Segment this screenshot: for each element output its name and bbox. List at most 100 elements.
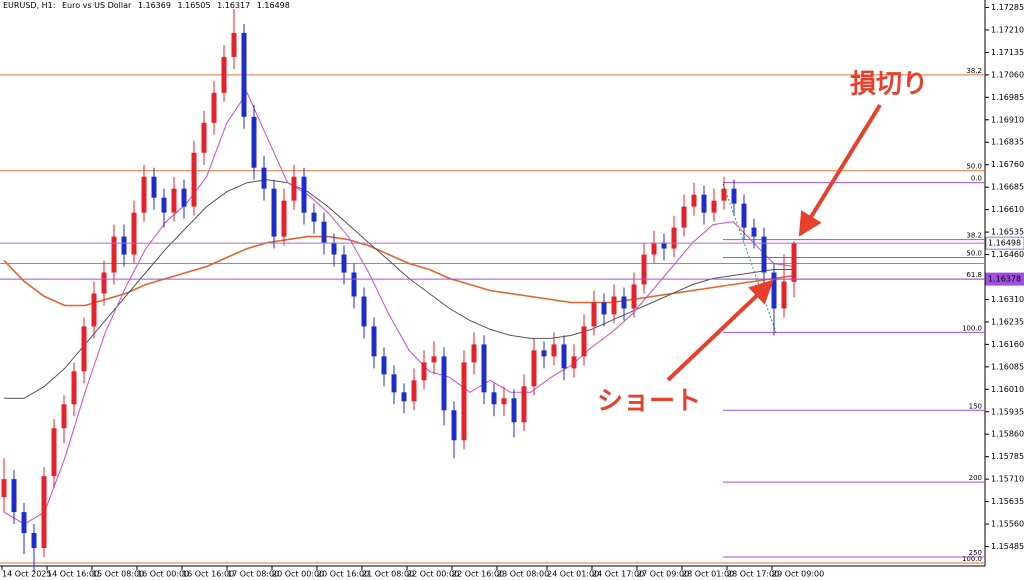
fib-connector <box>722 183 778 336</box>
ohlc-high: 1.16505 <box>177 1 211 10</box>
y-tick-label: 1.15935 <box>991 407 1024 416</box>
arrow <box>666 279 774 382</box>
candle-body <box>521 386 527 423</box>
candle-body <box>611 296 617 315</box>
candle-body <box>471 344 477 363</box>
fib-label: 38.2 <box>966 232 982 240</box>
candle-body <box>531 350 537 387</box>
header: EURUSD, H1: Euro vs US Dollar 1.16369 1.… <box>3 1 294 10</box>
annotation: ショート <box>597 387 701 417</box>
candle-body <box>61 404 67 429</box>
candle-body <box>221 56 227 93</box>
candle-body <box>331 242 337 255</box>
candle-body <box>101 272 107 294</box>
candle-body <box>511 398 517 423</box>
ohlc-low: 1.16317 <box>217 1 251 10</box>
y-tick-label: 1.16535 <box>991 228 1024 237</box>
fib-label: 200 <box>969 474 982 482</box>
candle-body <box>451 410 457 441</box>
candle-body <box>21 512 27 534</box>
indicator-line <box>3 235 795 307</box>
candle-body <box>241 32 247 117</box>
candle-body <box>691 194 697 207</box>
x-tick-label: 23 Oct 08:00 <box>497 570 549 579</box>
candle-body <box>421 362 427 381</box>
candle-body <box>71 371 77 405</box>
candle-body <box>411 380 417 402</box>
candle-body <box>41 476 47 549</box>
y-tick-label: 1.17210 <box>991 25 1024 34</box>
y-tick-label: 1.16985 <box>991 93 1024 102</box>
candle-body <box>401 392 407 402</box>
fib-label: 50.0 <box>966 163 982 171</box>
indicator-line <box>4 179 794 399</box>
candle-body <box>651 242 657 255</box>
y-tick-label: 1.16910 <box>991 115 1024 124</box>
y-tick-label: 1.16235 <box>991 317 1024 326</box>
candle-body <box>391 374 397 393</box>
candle-body <box>601 302 607 315</box>
price-tag-label: 1.16498 <box>988 239 1021 248</box>
y-tick-label: 1.16460 <box>991 250 1024 259</box>
candle-body <box>251 116 257 168</box>
x-tick-label: 24 Oct 17:00 <box>592 570 644 579</box>
candle-body <box>321 221 327 243</box>
x-tick-label: 14 Oct 2025 <box>2 570 51 579</box>
indicator-line <box>3 91 795 525</box>
x-tick-label: 14 Oct 16:00 <box>47 570 99 579</box>
candle-body <box>631 284 637 309</box>
candle-body <box>661 242 667 249</box>
candle-body <box>621 296 627 309</box>
y-tick-label: 1.15860 <box>991 430 1024 439</box>
y-tick-label: 1.15785 <box>991 452 1024 461</box>
candle-body <box>721 188 727 201</box>
fib-label: 150 <box>969 402 982 410</box>
x-tick-label: 27 Oct 09:00 <box>637 570 689 579</box>
fib-label: 100.0 <box>962 324 982 332</box>
candle-body <box>541 350 547 357</box>
fib-label: 100.0 <box>962 555 982 563</box>
candle-body <box>441 356 447 411</box>
arrow <box>798 103 882 237</box>
candle-body <box>81 326 87 372</box>
x-tick-label: 20 Oct 16:00 <box>317 570 369 579</box>
candle-body <box>781 281 787 309</box>
candle-body <box>161 197 167 213</box>
x-tick-label: 16 Oct 00:00 <box>137 570 189 579</box>
candle-body <box>261 167 267 189</box>
candle-body <box>591 302 597 327</box>
candle-body <box>731 188 737 204</box>
candle-body <box>231 32 237 57</box>
y-tick-label: 1.15710 <box>991 475 1024 484</box>
y-tick-label: 1.16685 <box>991 183 1024 192</box>
candle-body <box>381 356 387 375</box>
candle-body <box>31 533 37 549</box>
ohlc-open: 1.16369 <box>137 1 171 10</box>
candle-body <box>491 392 497 405</box>
candle-body <box>671 227 677 249</box>
candle-body <box>681 206 687 228</box>
x-tick-label: 22 Oct 16:00 <box>452 570 504 579</box>
fib-label: 61.8 <box>966 271 982 279</box>
x-tick-label: 28 Oct 17:00 <box>727 570 779 579</box>
x-tick-label: 28 Oct 01:00 <box>682 570 734 579</box>
candle-body <box>501 398 507 405</box>
y-tick-label: 1.15485 <box>991 542 1024 551</box>
y-tick-label: 1.17135 <box>991 48 1024 57</box>
candle-body <box>371 326 377 357</box>
candle-body <box>341 254 347 273</box>
price-tag <box>985 272 1024 286</box>
candle-body <box>361 296 367 327</box>
candle-body <box>751 227 757 237</box>
candle-body <box>581 326 587 357</box>
fib-label: 250 <box>969 549 982 557</box>
plot: 1.17285 1.17210 1.17135 1.17060 1.16985 1.169… <box>0 3 1024 579</box>
y-tick-label: 1.16085 <box>991 362 1024 371</box>
y-tick-label: 1.16310 <box>991 295 1024 304</box>
candle-body <box>641 254 647 285</box>
candle-body <box>201 122 207 153</box>
candle-body <box>301 176 307 213</box>
candle-body <box>111 236 117 273</box>
y-tick-label: 1.16010 <box>991 385 1024 394</box>
candle-body <box>151 176 157 198</box>
